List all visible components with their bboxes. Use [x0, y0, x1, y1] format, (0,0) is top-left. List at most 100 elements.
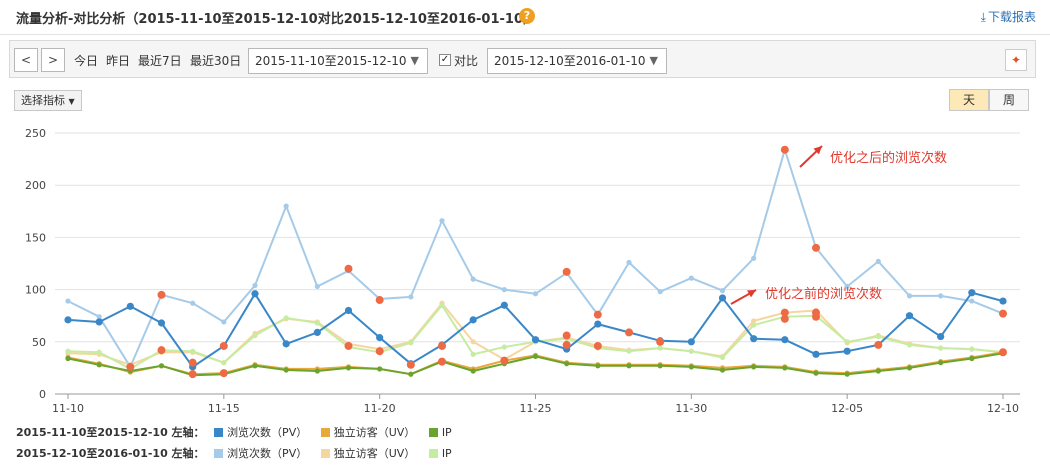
data-point [377, 366, 383, 372]
data-point [221, 319, 227, 325]
quick-range-today[interactable]: 今日 [74, 54, 99, 68]
data-point [813, 370, 819, 376]
highlight-point [656, 337, 665, 346]
compare-label: 对比 [454, 54, 479, 68]
legend-item-uv-2[interactable]: 独立访客（UV） [320, 445, 415, 461]
legend-text: 独立访客（UV） [333, 426, 416, 439]
data-point [688, 275, 694, 281]
highlight-point [188, 370, 197, 379]
data-point [938, 293, 944, 299]
legend-swatch [320, 428, 330, 437]
highlight-point [562, 267, 571, 276]
granularity-day-button[interactable]: 天 [949, 89, 989, 111]
data-point [719, 288, 726, 294]
highlight-point [812, 243, 820, 252]
data-point [844, 371, 850, 377]
data-point [376, 334, 384, 342]
data-point [157, 319, 166, 327]
legend-swatch [428, 449, 438, 458]
legend-item-ip-1[interactable]: IP [428, 426, 452, 439]
highlight-point [593, 341, 602, 350]
x-tick-label: 11-15 [208, 402, 240, 415]
range1-select[interactable]: 2015-11-10至2015-12-10 ▼ [248, 48, 428, 74]
data-point [687, 338, 695, 346]
legend-item-pv-2[interactable]: 浏览次数（PV） [214, 445, 307, 461]
data-point [532, 353, 539, 360]
data-point [564, 361, 570, 367]
annotation-arrowhead [747, 290, 756, 298]
data-point [282, 340, 290, 348]
quick-range-yesterday[interactable]: 昨日 [106, 54, 131, 68]
data-point [251, 290, 259, 298]
data-point [688, 348, 694, 354]
highlight-point [812, 312, 820, 321]
download-label: 下载报表 [987, 10, 1036, 24]
data-point [313, 328, 321, 337]
chevron-down-icon: ▼ [649, 54, 658, 67]
highlight-point [625, 328, 633, 337]
highlight-point [780, 308, 789, 317]
data-point [968, 289, 976, 297]
highlight-point [780, 145, 789, 154]
x-tick-label: 12-05 [831, 402, 863, 415]
data-point [470, 339, 476, 345]
y-tick-label: 100 [25, 284, 46, 297]
data-point [657, 345, 663, 351]
prev-period-button[interactable]: < [14, 48, 38, 72]
legend-period2-label: 2015-12-10至2016-01-10 左轴： [16, 447, 205, 460]
download-icon: ⤓ [980, 10, 986, 24]
data-point [626, 363, 632, 369]
data-point [844, 339, 850, 345]
data-point [782, 365, 788, 371]
legend-item-ip-2[interactable]: IP [428, 447, 452, 460]
data-point [906, 293, 913, 299]
data-point [688, 364, 694, 370]
data-point [843, 347, 851, 355]
highlight-point [344, 264, 353, 273]
download-report-link[interactable]: ⤓ 下载报表 [981, 8, 1036, 25]
help-icon[interactable]: ? [519, 8, 535, 24]
data-point [500, 301, 508, 309]
y-tick-label: 150 [25, 231, 46, 244]
data-point [64, 316, 72, 324]
range2-select[interactable]: 2015-12-10至2016-01-10 ▼ [487, 48, 667, 74]
data-point [283, 315, 289, 321]
legend-period1-label: 2015-11-10至2015-12-10 左轴： [16, 426, 205, 439]
quick-range-7days[interactable]: 最近7日 [138, 54, 182, 68]
quick-range-30days[interactable]: 最近30日 [190, 54, 242, 68]
legend-item-uv-1[interactable]: 独立访客（UV） [320, 424, 416, 440]
data-point [937, 332, 945, 341]
pin-icon[interactable]: ✦ [1005, 49, 1027, 71]
granularity-week-button[interactable]: 周 [989, 89, 1029, 111]
data-point [969, 355, 975, 362]
legend-row-period1: 2015-11-10至2015-12-10 左轴： 浏览次数（PV） 独立访客（… [16, 424, 462, 440]
y-tick-label: 0 [39, 388, 46, 401]
data-point [719, 354, 726, 361]
data-point [812, 350, 820, 358]
data-point [906, 365, 913, 371]
metric-selector-button[interactable]: 选择指标 ▼ [14, 90, 82, 111]
data-point [314, 368, 320, 374]
highlight-point [999, 348, 1007, 357]
page-title: 流量分析-对比分析（2015-11-10至2015-12-10对比2015-12… [16, 12, 537, 27]
data-point [532, 291, 539, 297]
highlight-point [344, 341, 353, 350]
data-point [626, 348, 632, 354]
highlight-point [406, 360, 415, 369]
highlight-point [438, 341, 446, 350]
legend-swatch [214, 428, 224, 437]
series-line-after-0 [67, 148, 1004, 368]
next-period-button[interactable]: > [41, 48, 65, 72]
data-point [470, 276, 476, 282]
data-point [626, 259, 632, 266]
data-point [283, 367, 289, 373]
data-point [470, 351, 476, 357]
data-point [844, 283, 850, 290]
x-tick-label: 12-10 [987, 402, 1019, 415]
compare-checkbox[interactable]: ✓ [439, 54, 451, 66]
legend-item-pv-1[interactable]: 浏览次数（PV） [214, 424, 307, 440]
data-point [750, 335, 758, 343]
data-point [751, 318, 757, 324]
data-point [657, 289, 663, 295]
data-point [408, 294, 414, 300]
